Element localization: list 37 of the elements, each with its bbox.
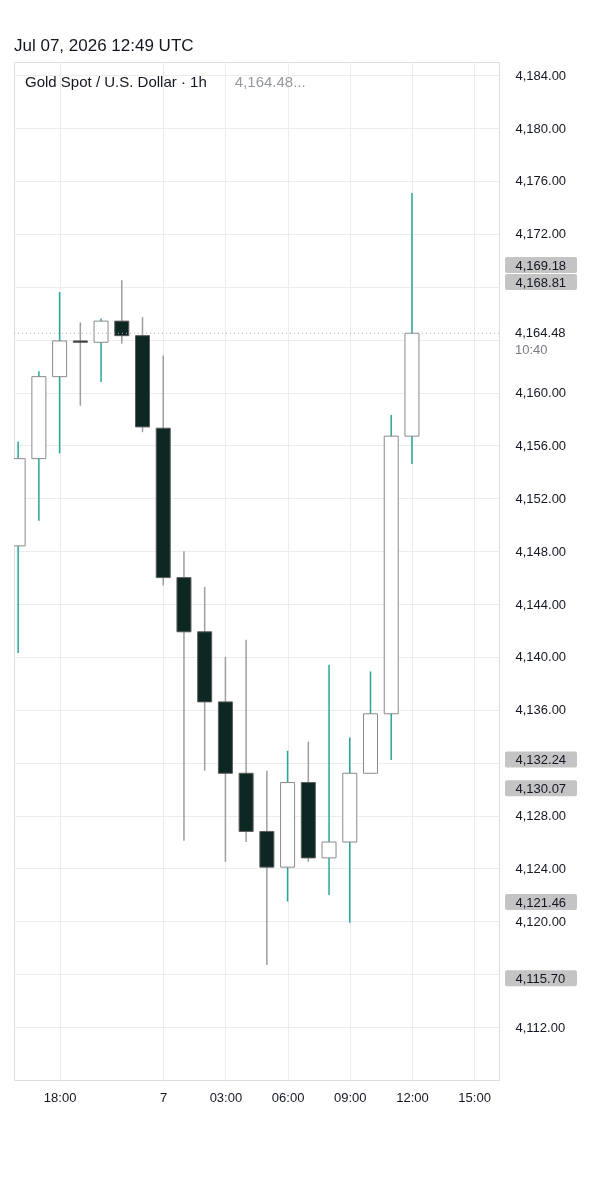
y-tick-label: 4,130.07 xyxy=(515,780,567,796)
candlestick xyxy=(114,279,130,345)
y-tick-label: 4,128.00 xyxy=(515,808,567,824)
y-tick-label: 4,172.00 xyxy=(515,226,567,242)
x-tick-label: 15:00 xyxy=(458,1089,491,1105)
y-tick-label: 4,156.00 xyxy=(515,437,567,453)
candlestick xyxy=(321,664,337,896)
y-tick-label: 4,176.00 xyxy=(515,173,567,189)
ref-line-label: 4,164.48 xyxy=(515,325,566,341)
x-tick-label: 12:00 xyxy=(396,1089,429,1105)
y-tick-label: 4,160.00 xyxy=(515,385,567,401)
y-tick-label: 4,121.46 xyxy=(515,894,567,910)
x-tick-label: 18:00 xyxy=(43,1089,77,1105)
y-tick-label: 4,152.00 xyxy=(515,490,567,506)
x-tick-label: 06:00 xyxy=(271,1089,305,1105)
y-tick-label: 4,184.00 xyxy=(515,67,567,83)
text: 10:40 xyxy=(515,342,548,358)
y-tick-label: 4,144.00 xyxy=(515,596,567,612)
candlestick xyxy=(72,321,88,407)
y-tick-label: 4,148.00 xyxy=(515,543,567,559)
y-tick-label: 4,132.24 xyxy=(515,752,567,768)
candlestick xyxy=(93,317,109,383)
y-tick-label: 4,169.18 xyxy=(515,257,567,273)
y-tick-label: 4,124.00 xyxy=(515,860,567,876)
x-tick-label: 09:00 xyxy=(334,1089,367,1105)
y-tick-label: 4,120.00 xyxy=(515,913,567,929)
annotation: 4,164.48... xyxy=(234,73,306,90)
x-tick-label: 7 xyxy=(160,1089,168,1105)
chart-subtitle: Jul 07, 2026 12:49 UTC xyxy=(14,36,194,55)
y-tick-label: 4,140.00 xyxy=(515,649,567,665)
y-tick-label: 4,112.00 xyxy=(515,1019,566,1035)
x-tick-label: 03:00 xyxy=(209,1089,243,1105)
y-tick-label: 4,115.70 xyxy=(515,970,566,986)
y-tick-label: 4,136.00 xyxy=(515,702,567,718)
y-tick-label: 4,180.00 xyxy=(515,120,567,136)
text: Gold Spot / U.S. Dollar · 1h xyxy=(25,73,207,90)
y-tick-label: 4,168.81 xyxy=(515,274,567,290)
